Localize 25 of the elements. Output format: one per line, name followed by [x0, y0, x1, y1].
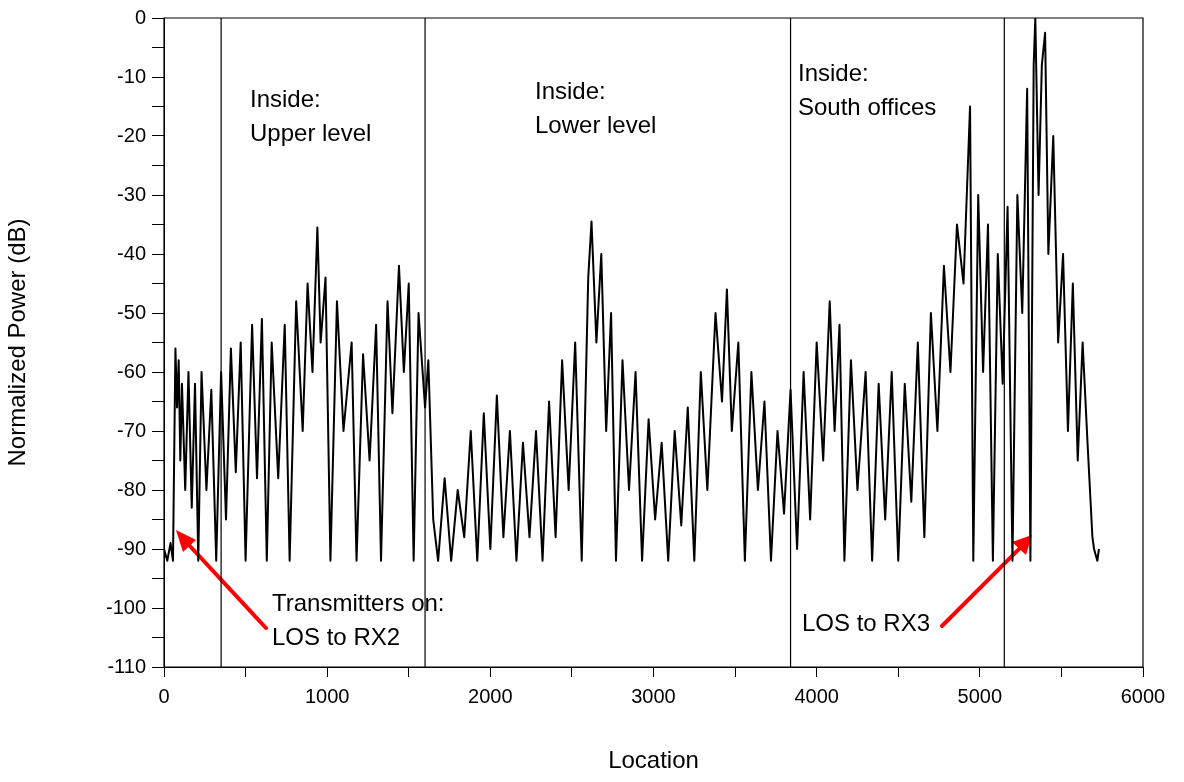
- y-tick-label: -20: [117, 123, 146, 146]
- annotation: LOS to RX3: [801, 608, 930, 636]
- y-tick-label: -70: [117, 418, 146, 441]
- x-tick-label: 2000: [468, 684, 513, 707]
- y-tick-label: -50: [117, 300, 146, 323]
- x-tick-label: 5000: [957, 684, 1003, 707]
- x-tick-label: 4000: [794, 684, 839, 707]
- y-axis-title: Normalized Power (dB): [3, 218, 31, 467]
- y-tick-label: -40: [117, 241, 146, 264]
- x-tick-label: 0: [158, 684, 170, 707]
- annotation: Inside: South offices: [798, 58, 937, 120]
- y-tick-label: 0: [134, 5, 146, 28]
- x-tick-label: 3000: [631, 684, 676, 707]
- y-tick-label: -90: [117, 536, 146, 559]
- annotation: Inside: Lower level: [535, 76, 657, 138]
- annotation: Inside: Upper level: [250, 84, 372, 146]
- y-tick-label: -10: [117, 64, 146, 87]
- x-tick-label: 1000: [304, 684, 350, 707]
- x-tick-label: 6000: [1120, 684, 1166, 707]
- y-tick-label: -60: [117, 359, 146, 382]
- y-tick-label: -110: [107, 654, 146, 677]
- y-tick-label: -80: [117, 477, 146, 500]
- y-tick-label: -30: [117, 182, 146, 205]
- y-tick-label: -100: [105, 595, 146, 618]
- x-axis-title: Location: [608, 746, 699, 774]
